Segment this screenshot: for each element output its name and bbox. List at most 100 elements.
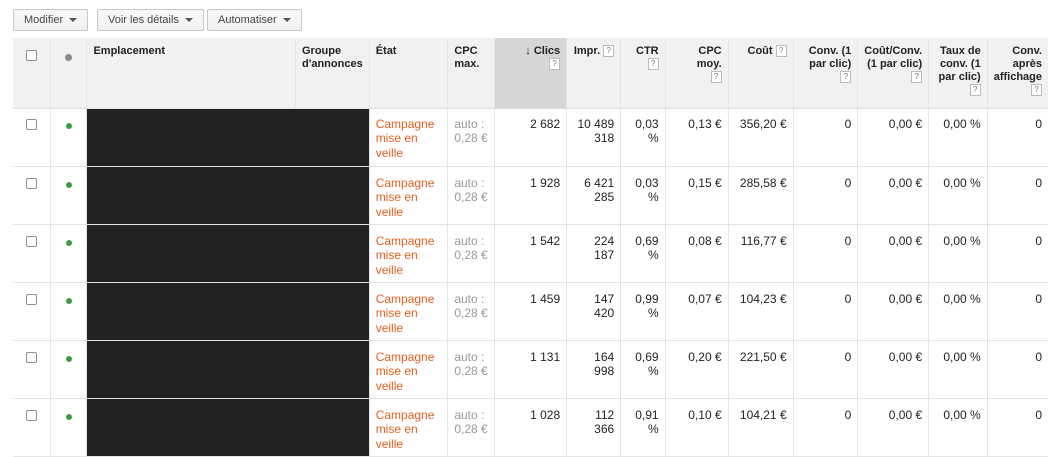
status-link[interactable]: Campagne mise en veille — [375, 349, 435, 393]
modify-label: Modifier — [24, 14, 64, 26]
status-cell: Campagne mise en veille — [369, 282, 449, 341]
enabled-status-dot-icon — [65, 355, 72, 362]
row-checkbox[interactable] — [25, 118, 37, 130]
view-through-conv-cell: 0 — [987, 224, 1048, 283]
col-header-max-cpc[interactable]: CPC max. — [447, 38, 495, 109]
chevron-down-icon — [184, 18, 193, 22]
view-through-conv-cell: 0 — [987, 282, 1048, 341]
max-cpc-cell[interactable]: auto : 0,28 € — [447, 282, 495, 341]
conv-cell: 0 — [793, 398, 859, 457]
row-status-indicator-cell — [50, 282, 88, 341]
help-icon[interactable]: ? — [775, 45, 787, 58]
redacted-placement-cell — [86, 398, 230, 457]
ctr-cell: 0,99 % — [620, 282, 666, 341]
conv-rate-cell: 0,00 % — [928, 108, 988, 167]
max-cpc-cell[interactable]: auto : 0,28 € — [447, 108, 495, 167]
redacted-adgroup-cell — [229, 282, 296, 341]
status-cell: Campagne mise en veille — [369, 398, 449, 457]
col-header-impressions[interactable]: Impr. ? — [566, 38, 622, 109]
redacted-placement-cell — [86, 340, 230, 399]
help-icon[interactable]: ? — [911, 71, 923, 84]
automate-dropdown-button[interactable]: Automatiser — [207, 9, 302, 31]
ctr-cell: 0,03 % — [620, 108, 666, 167]
row-checkbox[interactable] — [25, 235, 37, 247]
status-cell: Campagne mise en veille — [369, 108, 449, 167]
table-row: Campagne mise en veille auto : 0,28 €1 45… — [13, 282, 1048, 341]
cost-cell: 104,23 € — [728, 282, 794, 341]
help-icon[interactable]: ? — [969, 84, 981, 97]
conv-rate-cell: 0,00 % — [928, 166, 988, 225]
ctr-cell: 0,03 % — [620, 166, 666, 225]
enabled-status-dot-icon — [65, 239, 72, 246]
col-header-ctr[interactable]: CTR ? — [620, 38, 666, 109]
row-status-indicator-cell — [50, 398, 88, 457]
help-icon[interactable]: ? — [1031, 84, 1042, 97]
impressions-cell: 147 420 — [566, 282, 622, 341]
cost-cell: 116,77 € — [728, 224, 794, 283]
row-checkbox[interactable] — [25, 293, 37, 305]
col-header-placement[interactable]: Emplacement — [86, 38, 296, 109]
modify-dropdown-button[interactable]: Modifier — [13, 9, 88, 31]
status-link[interactable]: Campagne mise en veille — [375, 175, 435, 219]
conv-rate-cell: 0,00 % — [928, 398, 988, 457]
max-cpc-cell[interactable]: auto : 0,28 € — [447, 166, 495, 225]
col-header-conv[interactable]: Conv. (1 par clic)? — [793, 38, 859, 109]
table-row: Campagne mise en veille auto : 0,28 €1 13… — [13, 340, 1048, 399]
avg-cpc-cell: 0,10 € — [665, 398, 729, 457]
row-status-indicator-cell — [50, 224, 88, 283]
cost-cell: 285,58 € — [728, 166, 794, 225]
redacted-adgroup-cell — [229, 108, 296, 167]
redacted-adgroup-extra-cell — [295, 224, 370, 283]
select-all-checkbox[interactable] — [25, 50, 37, 61]
redacted-adgroup-extra-cell — [295, 282, 370, 341]
row-select-cell — [13, 282, 51, 341]
help-icon[interactable]: ? — [647, 58, 659, 71]
enabled-status-dot-icon — [65, 413, 72, 420]
automate-label: Automatiser — [218, 14, 277, 26]
conv-cell: 0 — [793, 282, 859, 341]
placements-table: Emplacement Groupe d'annonces État CPC m… — [13, 38, 1048, 457]
avg-cpc-cell: 0,08 € — [665, 224, 729, 283]
table-header-row: Emplacement Groupe d'annonces État CPC m… — [13, 38, 1048, 109]
chevron-down-icon — [282, 18, 291, 22]
max-cpc-cell[interactable]: auto : 0,28 € — [447, 224, 495, 283]
col-header-status[interactable]: État — [369, 38, 449, 109]
view-details-label: Voir les détails — [108, 14, 179, 26]
cost-per-conv-cell: 0,00 € — [857, 398, 930, 457]
help-icon[interactable]: ? — [549, 58, 561, 71]
row-select-cell — [13, 108, 51, 167]
status-dot-icon — [65, 54, 73, 61]
col-header-adgroup[interactable]: Groupe d'annonces — [295, 38, 370, 109]
clicks-cell: 1 928 — [494, 166, 568, 225]
col-header-clicks[interactable]: ↓ Clics ? — [494, 38, 568, 109]
col-header-avg-cpc[interactable]: CPC moy.? — [665, 38, 729, 109]
col-header-cost-per-conv[interactable]: Coût/Conv. (1 par clic)? — [857, 38, 930, 109]
status-link[interactable]: Campagne mise en veille — [375, 291, 435, 335]
clicks-cell: 1 459 — [494, 282, 568, 341]
row-checkbox[interactable] — [25, 351, 37, 363]
enabled-status-dot-icon — [65, 297, 72, 304]
row-checkbox[interactable] — [25, 409, 37, 421]
status-cell: Campagne mise en veille — [369, 340, 449, 399]
view-details-dropdown-button[interactable]: Voir les détails — [97, 9, 204, 31]
status-link[interactable]: Campagne mise en veille — [375, 233, 435, 277]
view-through-conv-cell: 0 — [987, 108, 1048, 167]
clicks-cell: 2 682 — [494, 108, 568, 167]
help-icon[interactable]: ? — [603, 45, 615, 58]
sort-down-arrow-icon: ↓ — [525, 45, 531, 57]
max-cpc-cell[interactable]: auto : 0,28 € — [447, 340, 495, 399]
status-link[interactable]: Campagne mise en veille — [375, 116, 435, 160]
col-header-view-through-conv[interactable]: Conv. après affichage? — [987, 38, 1048, 109]
help-icon[interactable]: ? — [710, 71, 722, 84]
max-cpc-cell[interactable]: auto : 0,28 € — [447, 398, 495, 457]
col-header-conv-rate[interactable]: Taux de conv. (1 par clic)? — [928, 38, 988, 109]
row-status-indicator-cell — [50, 340, 88, 399]
view-through-conv-cell: 0 — [987, 166, 1048, 225]
ctr-cell: 0,69 % — [620, 224, 666, 283]
status-link[interactable]: Campagne mise en veille — [375, 407, 435, 451]
help-icon[interactable]: ? — [840, 71, 852, 84]
col-header-cost[interactable]: Coût ? — [728, 38, 794, 109]
cost-per-conv-cell: 0,00 € — [857, 340, 930, 399]
redacted-placement-cell — [86, 166, 230, 225]
row-checkbox[interactable] — [25, 177, 37, 189]
